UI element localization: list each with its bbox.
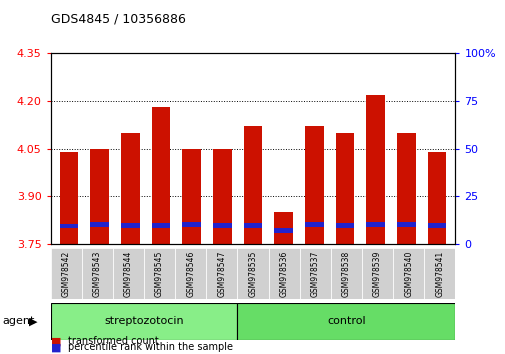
Bar (243, 126, 262, 244)
Bar (60, 152, 78, 244)
Text: ■: ■ (50, 336, 61, 346)
Bar (423, 248, 454, 299)
Bar (121, 133, 139, 244)
Bar (121, 223, 139, 228)
Text: GSM978538: GSM978538 (341, 250, 350, 297)
Text: transformed count: transformed count (68, 336, 159, 346)
Text: GSM978537: GSM978537 (310, 250, 319, 297)
Bar (50, 248, 82, 299)
Text: GSM978535: GSM978535 (248, 250, 257, 297)
Text: GSM978541: GSM978541 (434, 250, 443, 297)
Bar (392, 248, 423, 299)
Bar (206, 248, 237, 299)
Bar (243, 223, 262, 228)
Text: GSM978536: GSM978536 (279, 250, 288, 297)
Bar (182, 149, 200, 244)
Bar (305, 222, 323, 227)
Bar (237, 303, 454, 340)
Bar (152, 107, 170, 244)
Text: GSM978545: GSM978545 (155, 250, 164, 297)
Text: percentile rank within the sample: percentile rank within the sample (68, 342, 233, 352)
Bar (175, 248, 206, 299)
Bar (361, 248, 392, 299)
Bar (366, 222, 384, 227)
Bar (144, 248, 175, 299)
Bar (274, 228, 292, 233)
Text: GSM978547: GSM978547 (217, 250, 226, 297)
Text: streptozotocin: streptozotocin (104, 316, 183, 326)
Text: agent: agent (3, 316, 35, 326)
Text: GSM978544: GSM978544 (124, 250, 133, 297)
Bar (90, 149, 109, 244)
Bar (330, 248, 361, 299)
Text: control: control (326, 316, 365, 326)
Text: GSM978542: GSM978542 (62, 250, 71, 297)
Text: GSM978543: GSM978543 (92, 250, 102, 297)
Bar (335, 133, 353, 244)
Bar (82, 248, 113, 299)
Bar (274, 212, 292, 244)
Text: GSM978546: GSM978546 (186, 250, 195, 297)
Bar (299, 248, 330, 299)
Bar (305, 126, 323, 244)
Bar (335, 223, 353, 228)
Bar (396, 222, 415, 227)
Bar (396, 133, 415, 244)
Bar (90, 222, 109, 227)
Text: GSM978539: GSM978539 (372, 250, 381, 297)
Text: ■: ■ (50, 342, 61, 352)
Bar (213, 149, 231, 244)
Bar (152, 223, 170, 228)
Text: GSM978540: GSM978540 (403, 250, 413, 297)
Bar (427, 223, 445, 228)
Bar (182, 222, 200, 227)
Bar (237, 248, 268, 299)
Text: ▶: ▶ (29, 316, 37, 326)
Bar (213, 223, 231, 228)
Bar (50, 303, 237, 340)
Text: GDS4845 / 10356886: GDS4845 / 10356886 (50, 12, 185, 25)
Bar (113, 248, 144, 299)
Bar (366, 95, 384, 244)
Bar (60, 223, 78, 228)
Bar (427, 152, 445, 244)
Bar (268, 248, 299, 299)
